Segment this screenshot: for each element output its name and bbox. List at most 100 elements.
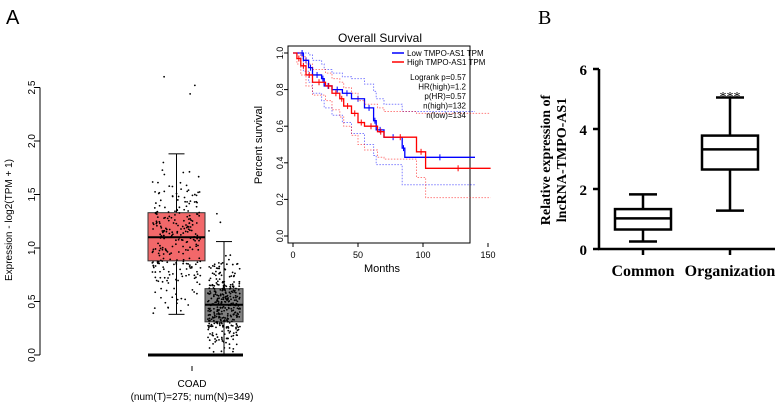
data-point [218, 338, 220, 341]
data-point [175, 261, 178, 264]
data-point [209, 267, 212, 269]
data-point [181, 225, 184, 228]
data-point [171, 185, 174, 188]
data-point [159, 233, 162, 236]
data-point [175, 192, 178, 195]
ci-lower-0 [293, 52, 475, 186]
data-point [181, 275, 184, 278]
data-point [175, 222, 178, 225]
data-point [208, 284, 211, 287]
data-point [177, 238, 180, 241]
data-point [158, 204, 161, 207]
data-point [176, 232, 179, 234]
data-point [221, 280, 224, 283]
data-point [219, 288, 222, 291]
data-point [179, 181, 182, 184]
data-point [157, 181, 159, 184]
x-tick-label: 150 [480, 250, 495, 260]
data-point [160, 227, 163, 229]
data-point [233, 281, 235, 283]
data-point [231, 263, 234, 266]
y-tick-label: 2.5 [27, 80, 38, 94]
box-organization [700, 134, 760, 171]
data-point [235, 334, 238, 336]
data-point [163, 190, 166, 193]
data-point [207, 292, 209, 295]
y-tick-label: 0.0 [27, 348, 38, 362]
data-point [154, 211, 157, 214]
data-point [225, 285, 228, 288]
data-point [238, 315, 241, 318]
data-point [219, 294, 222, 297]
data-point [217, 283, 220, 286]
data-point [229, 254, 232, 257]
data-point [182, 258, 185, 261]
data-point [195, 200, 198, 203]
data-point [215, 339, 218, 342]
data-point [228, 275, 231, 278]
data-point [221, 340, 224, 342]
data-point [182, 232, 185, 234]
x-axis-label: COAD [178, 379, 207, 390]
y-tick-label: 0.6 [275, 120, 285, 133]
data-point [232, 286, 235, 289]
data-point [232, 334, 235, 337]
data-point [195, 276, 197, 279]
y-tick-label: 6 [580, 63, 588, 79]
data-point [186, 215, 189, 218]
data-point [212, 287, 215, 289]
data-point [225, 292, 227, 295]
data-point [167, 211, 170, 213]
data-point [162, 161, 165, 164]
data-point [232, 332, 235, 334]
data-point [184, 200, 187, 203]
data-point [218, 272, 220, 275]
data-point [228, 321, 231, 324]
data-point [188, 170, 191, 173]
data-point [185, 268, 188, 270]
data-point [222, 296, 225, 299]
data-point [232, 302, 234, 305]
data-point [197, 175, 200, 178]
data-point [218, 315, 220, 318]
data-point [233, 274, 236, 277]
data-point [168, 232, 171, 235]
data-point [234, 272, 236, 275]
data-point [176, 302, 178, 305]
data-point [221, 312, 223, 315]
data-point [155, 222, 158, 225]
data-point [215, 326, 217, 329]
data-point [161, 230, 164, 232]
data-point [166, 250, 169, 253]
data-point [210, 297, 213, 300]
data-point [195, 222, 198, 224]
data-point [235, 343, 238, 346]
data-point [229, 292, 232, 295]
data-point [193, 193, 196, 196]
data-point [209, 290, 211, 293]
data-point [186, 190, 189, 193]
y-tick-label: 0.8 [275, 83, 285, 96]
data-point [214, 290, 216, 293]
data-point [226, 319, 229, 322]
data-point [183, 208, 186, 211]
data-point [198, 211, 201, 214]
data-point [221, 338, 223, 340]
data-point [236, 263, 238, 265]
data-point [218, 309, 220, 311]
data-point [229, 283, 232, 286]
data-point [232, 338, 235, 341]
stat-label: Logrank p=0.57 [410, 73, 466, 82]
data-point [154, 248, 157, 250]
data-point [235, 296, 237, 299]
data-point [165, 230, 168, 233]
y-tick-label: 0.0 [275, 230, 285, 243]
ci-lower-1 [293, 52, 491, 199]
data-point [191, 223, 194, 226]
data-point [225, 341, 227, 344]
data-point [178, 212, 181, 214]
data-point [161, 248, 164, 251]
data-point [222, 325, 224, 328]
data-point [173, 263, 175, 266]
data-point [219, 324, 221, 327]
